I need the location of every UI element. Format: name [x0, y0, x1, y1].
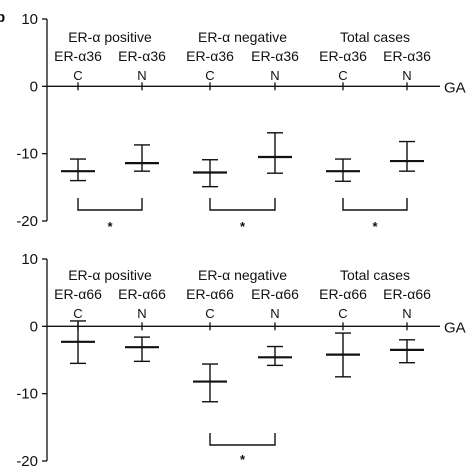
- significance-star: *: [240, 452, 246, 467]
- subgroup-label: ER-α66: [319, 286, 367, 302]
- subgroup-label: ER-α36: [319, 48, 367, 64]
- significance-star: *: [240, 219, 246, 234]
- y-tick-label: 0: [30, 318, 38, 335]
- subgroup-label: ER-α36: [54, 48, 102, 64]
- subgroup-label: ER-α36: [186, 48, 234, 64]
- subgroup-label: ER-α66: [383, 286, 431, 302]
- category-label: C: [338, 68, 347, 83]
- y-tick-label: 0: [30, 78, 38, 95]
- significance-bracket: [209, 198, 276, 211]
- significance-star: *: [372, 219, 378, 234]
- y-tick-label: -10: [16, 386, 38, 403]
- group-label: Total cases: [340, 267, 410, 283]
- subgroup-label: ER-α66: [118, 286, 166, 302]
- ga-axis-label: GA: [444, 79, 466, 96]
- significance-bracket: [77, 198, 143, 211]
- group-label: ER-α positive: [68, 267, 152, 283]
- group-label: ER-α positive: [68, 29, 152, 45]
- subgroup-label: ER-α36: [118, 48, 166, 64]
- category-label: C: [205, 306, 214, 321]
- y-tick-label: 10: [21, 11, 38, 28]
- category-label: C: [205, 68, 214, 83]
- group-label: ER-α negative: [198, 267, 287, 283]
- subgroup-label: ER-α66: [186, 286, 234, 302]
- panel-2: 10 0 -10 -20 GA ER-α positive ER-α66 ER-α66 ER-α…: [16, 251, 465, 470]
- y-tick-label: -20: [16, 453, 38, 470]
- category-label: N: [402, 68, 411, 83]
- ga-axis-label: GA: [444, 319, 466, 336]
- subgroup-label: ER-α66: [251, 286, 299, 302]
- category-label: C: [73, 68, 82, 83]
- y-tick-label: 10: [21, 251, 38, 268]
- subgroup-label: ER-α66: [54, 286, 102, 302]
- panel-letter: b: [0, 9, 5, 26]
- category-label: C: [338, 306, 347, 321]
- category-label: N: [402, 306, 411, 321]
- y-tick-label: -10: [16, 146, 38, 163]
- category-label: N: [137, 68, 146, 83]
- significance-bracket: [342, 198, 408, 211]
- significance-bracket: [209, 433, 276, 446]
- category-label: N: [270, 306, 279, 321]
- category-label: N: [137, 306, 146, 321]
- significance-star: *: [107, 219, 113, 234]
- group-label: ER-α negative: [198, 29, 287, 45]
- y-tick-label: -20: [16, 213, 38, 230]
- category-label: N: [270, 68, 279, 83]
- subgroup-label: ER-α36: [383, 48, 431, 64]
- group-label: Total cases: [340, 29, 410, 45]
- subgroup-label: ER-α36: [251, 48, 299, 64]
- panel-1: 10 0 -10 -20 GA ER-α positive ER-α36 ER-α36 ER-α…: [16, 11, 465, 234]
- category-label: C: [73, 306, 82, 321]
